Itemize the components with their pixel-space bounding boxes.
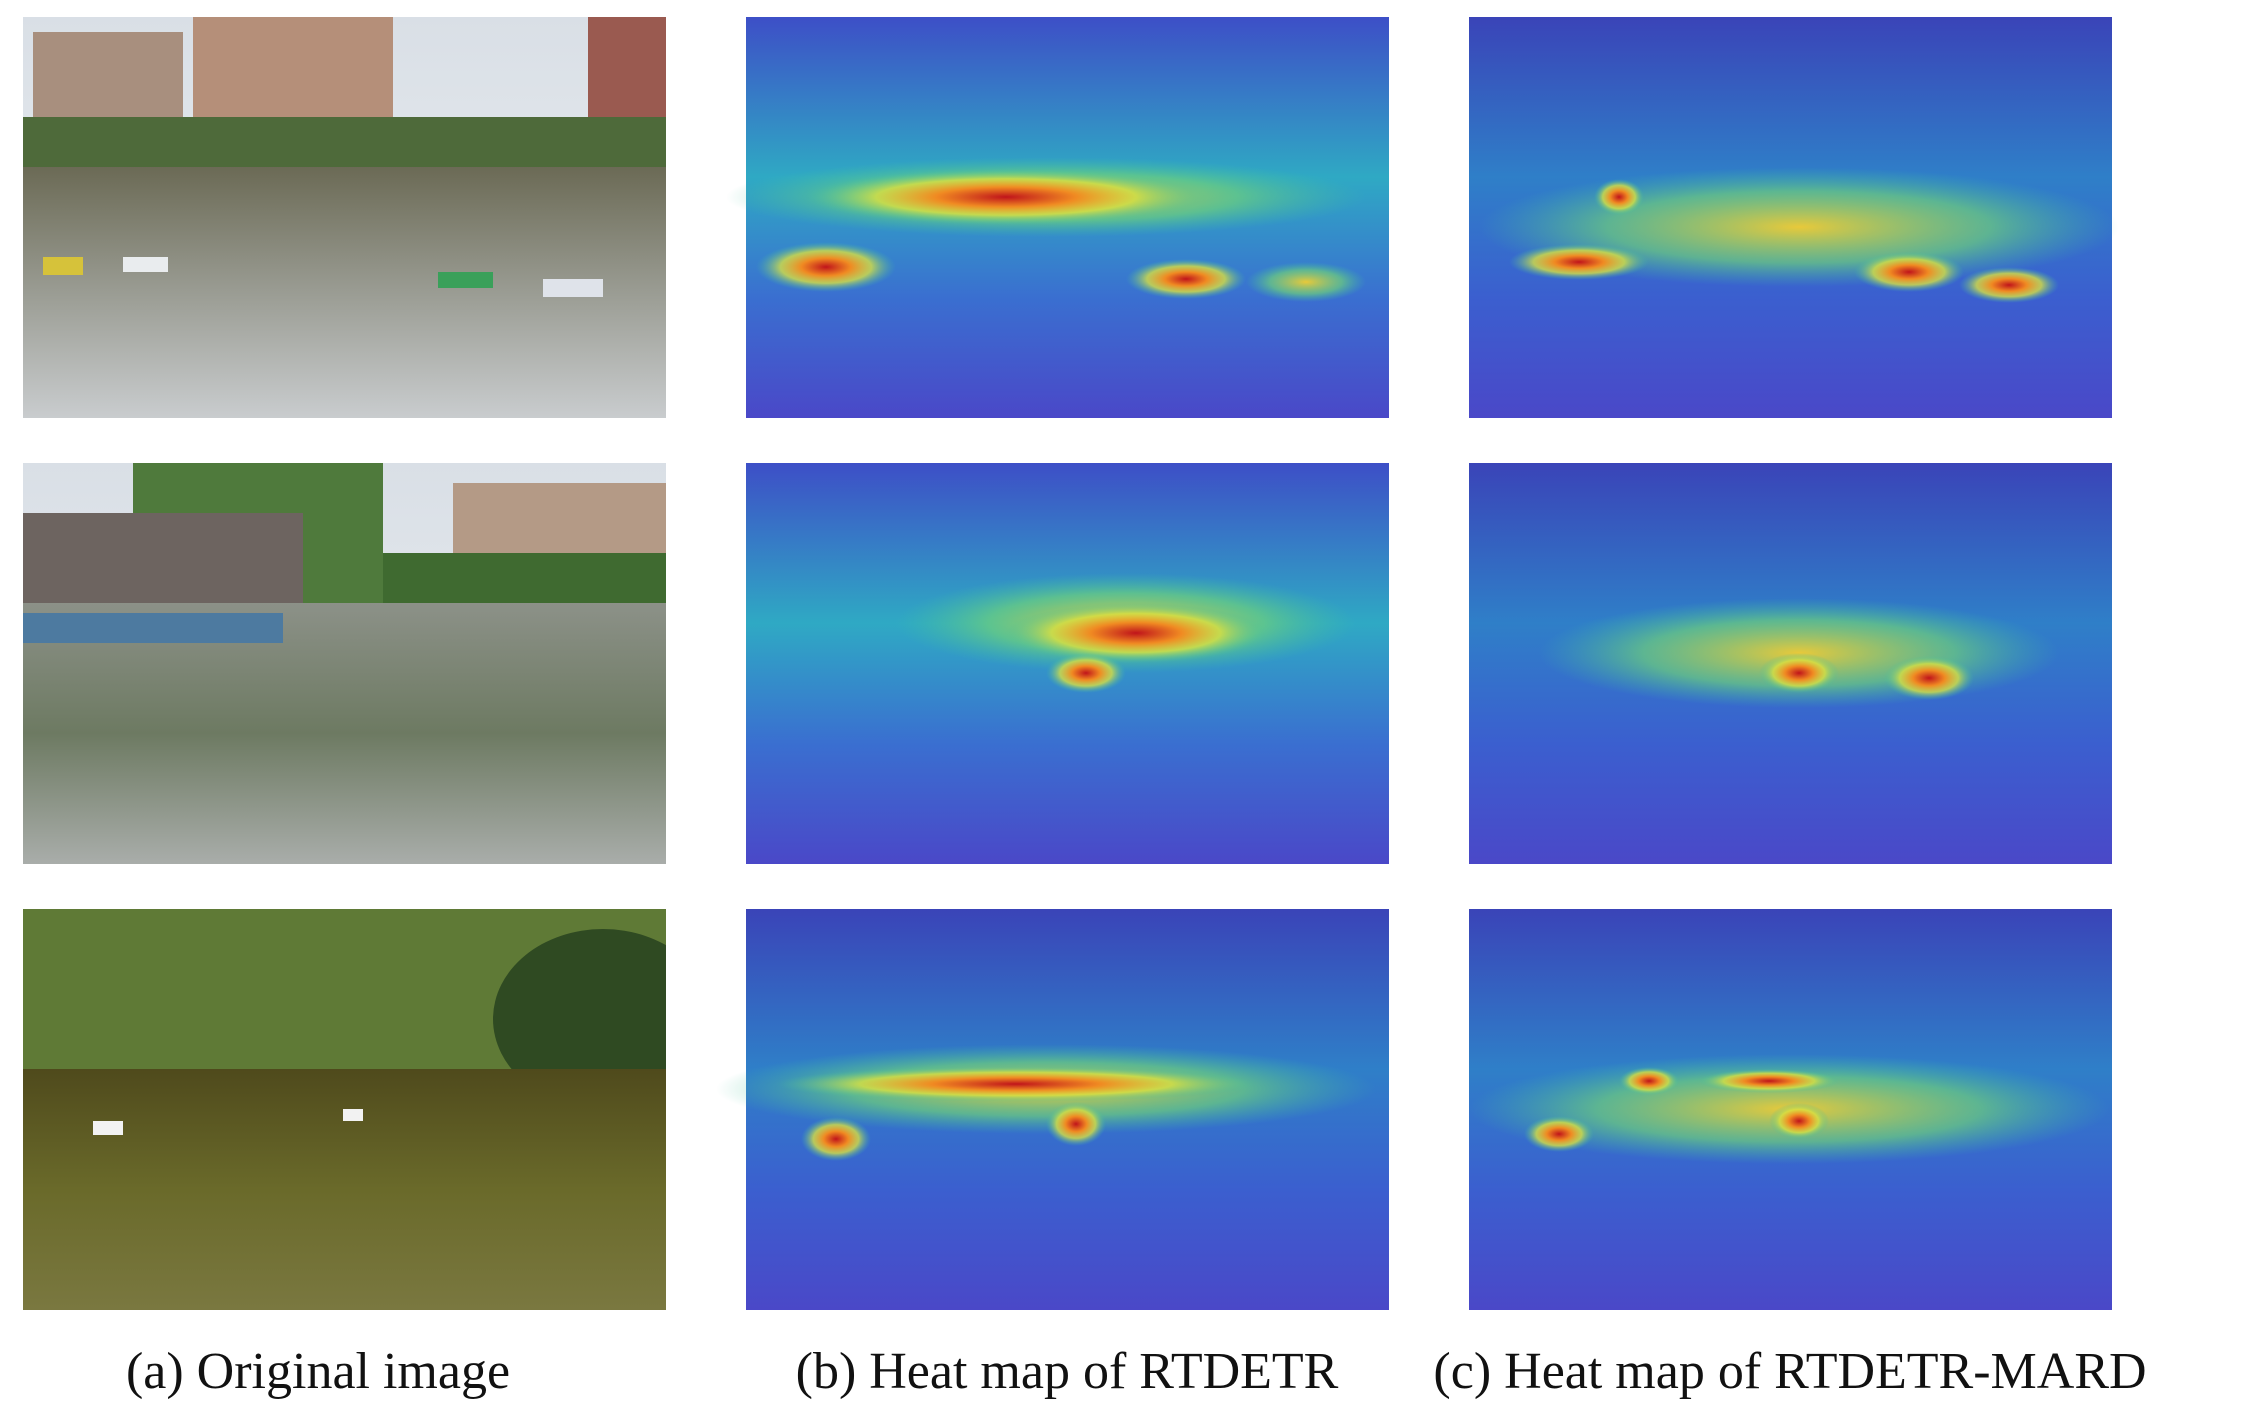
heat-map — [726, 17, 1389, 418]
caption: (b) Heat map of RTDETR — [796, 1343, 1339, 1400]
original-image — [23, 463, 666, 864]
heat-map — [1469, 463, 2112, 864]
original-image — [23, 17, 666, 418]
heat-map — [716, 909, 1389, 1310]
caption: (c) Heat map of RTDETR-MARD — [1433, 1343, 2146, 1400]
original-image — [23, 909, 666, 1310]
heat-map — [746, 463, 1389, 864]
caption: (a) Original image — [126, 1343, 510, 1400]
heat-map — [1469, 17, 2119, 418]
heat-map — [1469, 909, 2112, 1310]
